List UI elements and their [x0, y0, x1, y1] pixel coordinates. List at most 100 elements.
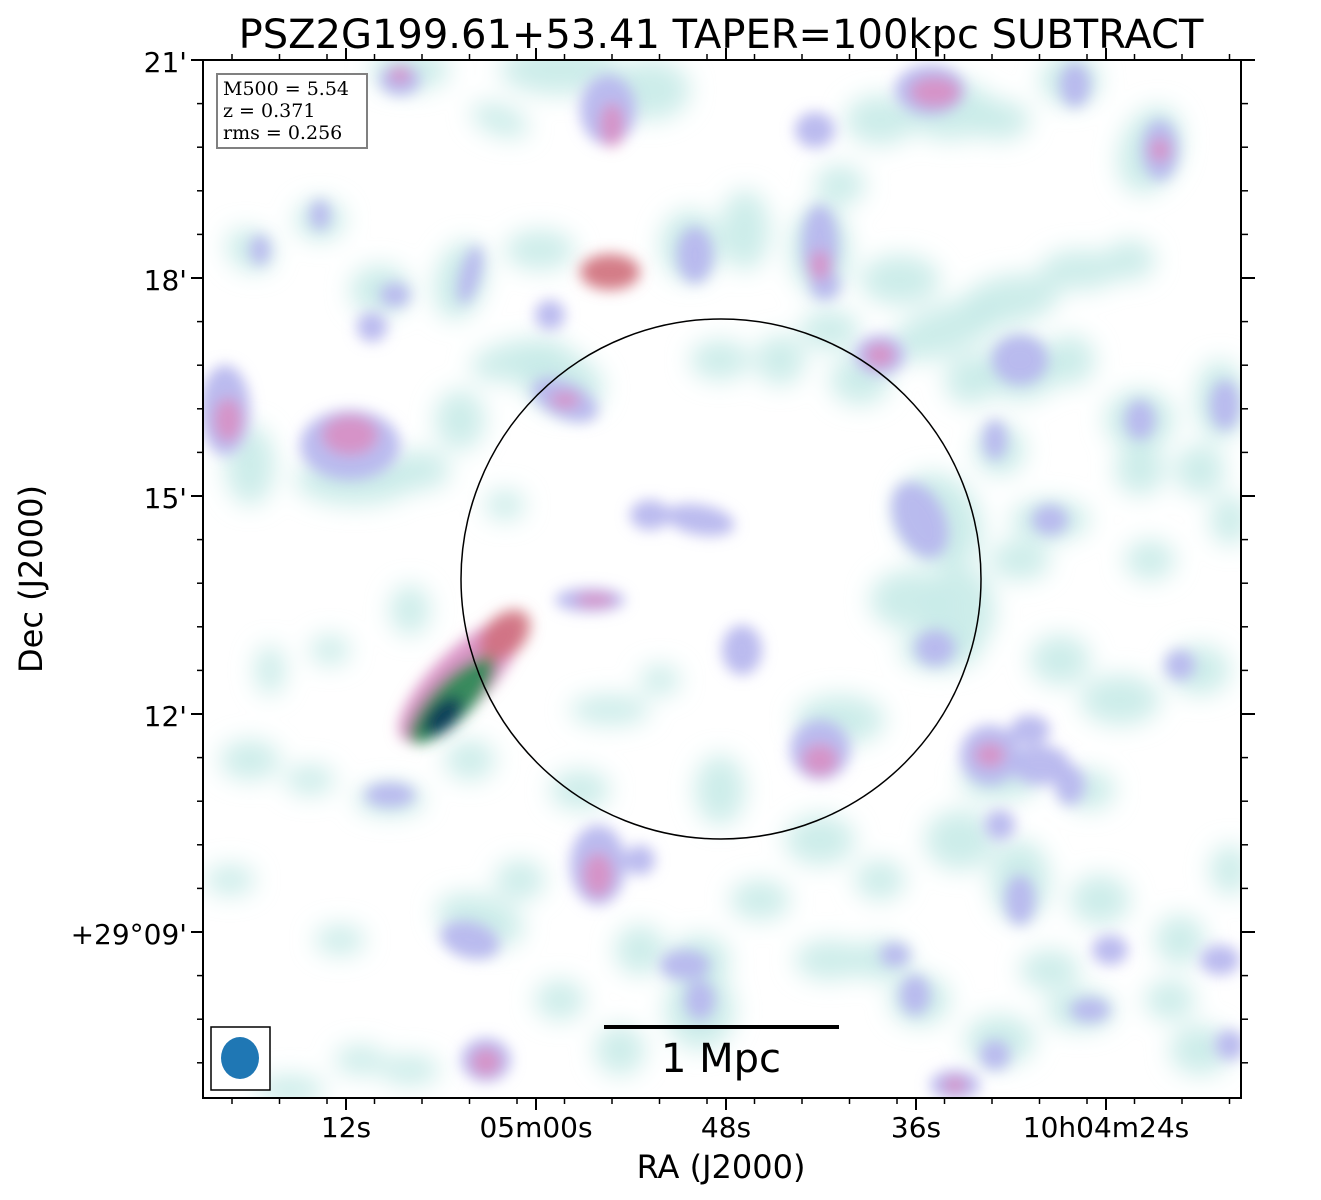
medium-emission-blob: [535, 300, 565, 330]
faint-emission-blob: [887, 298, 1003, 362]
peak-emission-blob: [214, 398, 242, 442]
faint-emission-blob: [445, 740, 495, 780]
medium-emission-blob: [880, 943, 910, 967]
faint-emission-blob: [1070, 875, 1130, 925]
axis-ticks: [191, 48, 1255, 1110]
info-m500: M500 = 5.54: [223, 78, 349, 100]
faint-emission-blob: [785, 815, 855, 865]
faint-emission-blob: [615, 925, 665, 975]
peak-emission-blob: [580, 254, 640, 290]
medium-emission-blob: [665, 504, 735, 536]
faint-emission-blob: [1175, 445, 1225, 495]
medium-emission-blob: [992, 335, 1048, 385]
peak-emission-blob: [471, 1048, 501, 1076]
faint-emission-blob: [990, 540, 1050, 580]
medium-emission-blob: [660, 950, 710, 980]
faint-emission-blob: [205, 865, 255, 895]
info-rms: rms = 0.256: [223, 122, 342, 144]
x-axis-label: RA (J2000): [637, 1148, 806, 1186]
peak-emission-blob: [865, 343, 895, 367]
faint-emission-blob: [1210, 845, 1241, 895]
medium-emission-blob: [250, 235, 270, 265]
faint-emission-blob: [1080, 675, 1160, 725]
peak-emission-blob: [600, 103, 624, 147]
x-tick-labels: 12s 05m00s 48s 36s 10h04m24s: [321, 1111, 1189, 1144]
peak-emission-blob: [810, 250, 830, 280]
faint-emission-blob: [815, 165, 865, 205]
medium-emission-blob: [1010, 715, 1050, 745]
faint-emission-blob: [255, 645, 285, 695]
faint-emission-blob: [1145, 980, 1195, 1020]
medium-emission-blob: [1200, 945, 1240, 975]
bright-source-emission: [398, 609, 531, 744]
faint-emission-blob: [595, 1025, 645, 1075]
medium-emission-blob: [1005, 875, 1035, 925]
faint-emission-blob: [255, 1075, 325, 1098]
x-tick-label: 10h04m24s: [1023, 1111, 1190, 1144]
x-tick-label: 48s: [701, 1111, 751, 1144]
x-tick-label: 36s: [891, 1111, 941, 1144]
medium-emission-blob: [310, 200, 330, 230]
plot-title: PSZ2G199.61+53.41 TAPER=100kpc SUBTRACT: [239, 12, 1204, 58]
medium-emission-blob: [380, 283, 410, 307]
medium-emission-blob: [625, 845, 655, 875]
medium-emission-blob: [722, 625, 762, 675]
info-redshift: z = 0.371: [223, 100, 315, 122]
faint-emission-blob: [285, 765, 335, 795]
medium-emission-blob: [1215, 1030, 1241, 1060]
faint-emission-blob: [505, 230, 575, 270]
faint-emission-blob: [1030, 635, 1090, 685]
faint-emission-blob: [1125, 540, 1175, 580]
medium-emission-blob: [1092, 935, 1128, 965]
medium-emission-blob: [457, 245, 483, 305]
peak-emission-blob: [322, 415, 378, 455]
beam-ellipse-icon: [221, 1037, 259, 1079]
x-tick-label: 05m00s: [479, 1111, 592, 1144]
y-axis-label: Dec (J2000): [12, 485, 50, 673]
faint-emission-blob: [1210, 495, 1241, 545]
faint-emission-blob: [535, 980, 585, 1020]
medium-emission-blob: [983, 420, 1007, 460]
x-tick-label: 12s: [321, 1111, 371, 1144]
faint-emission-blob: [380, 1055, 440, 1085]
faint-emission-blob: [471, 102, 529, 138]
y-tick-label: 18': [144, 264, 187, 297]
faint-emission-blob: [845, 95, 915, 145]
medium-emission-blob: [685, 980, 715, 1020]
medium-emission-blob: [980, 1040, 1010, 1070]
faint-emission-blob: [925, 810, 995, 870]
faint-emission-blob: [755, 335, 805, 385]
bright-source-halo: [479, 609, 531, 661]
scale-bar-label: 1 Mpc: [661, 1036, 781, 1082]
faint-emission-blob: [390, 585, 430, 635]
medium-emission-blob: [1070, 998, 1110, 1022]
medium-emission: [203, 63, 1241, 1098]
faint-emission-blob: [1020, 950, 1080, 990]
medium-emission-blob: [1060, 63, 1090, 107]
faint-emission-blob: [485, 490, 525, 520]
faint-emission-blob: [1155, 915, 1205, 965]
medium-emission-blob: [677, 227, 713, 283]
medium-emission-blob: [891, 482, 949, 558]
faint-emission-blob: [795, 940, 865, 980]
medium-emission-blob: [915, 630, 955, 666]
faint-emission-blob: [335, 1045, 385, 1075]
faint-emission-blob: [690, 340, 750, 380]
medium-emission-blob: [1055, 765, 1085, 805]
y-tick-labels: 21' 18' 15' 12' +29°09': [71, 46, 187, 951]
medium-emission-blob: [1032, 505, 1068, 535]
faint-emission-blob: [970, 100, 1030, 140]
medium-emission-blob: [1010, 745, 1070, 785]
medium-emission-blob: [630, 500, 670, 530]
faint-emission-blob: [1040, 250, 1120, 290]
faint-emission-blob: [310, 635, 350, 665]
faint-emission-blob: [860, 255, 940, 305]
medium-emission-blob: [440, 920, 500, 960]
y-tick-label: 15': [144, 482, 187, 515]
faint-emission-blob: [220, 740, 280, 780]
y-tick-label: +29°09': [71, 918, 187, 951]
peak-emission-blob: [583, 853, 613, 897]
r500-circle: [460, 318, 982, 840]
